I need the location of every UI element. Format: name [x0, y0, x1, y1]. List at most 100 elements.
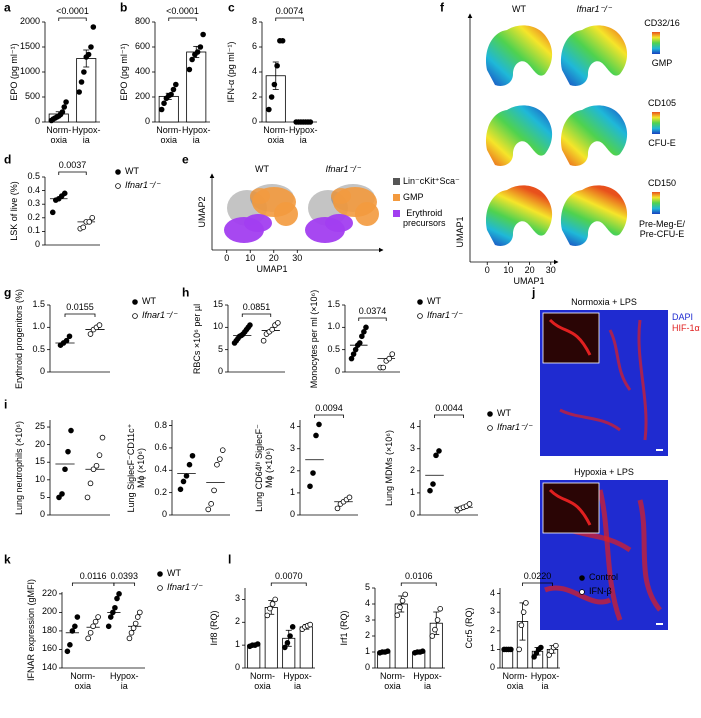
x-tick-label: 20: [524, 265, 535, 276]
y-axis-label: Erythroid progenitors (%): [14, 288, 25, 389]
y-tick-label: 0.1: [27, 225, 40, 236]
data-point: [116, 591, 122, 597]
feature-plot: [560, 185, 628, 246]
marker-name: CD105: [647, 98, 677, 109]
x-tick-label: 0: [224, 253, 230, 264]
y-tick-label: 160: [41, 643, 57, 654]
data-point: [180, 478, 187, 485]
y-tick-label: 180: [41, 624, 57, 635]
data-point: [287, 633, 293, 639]
y-tick-label: 0: [409, 509, 415, 520]
feature-plot: [560, 105, 628, 166]
legend-marker: [132, 313, 138, 319]
data-point: [363, 324, 369, 331]
y-axis-label: LSK of live (%): [9, 181, 20, 241]
data-point: [90, 24, 97, 30]
p-value: 0.0116: [79, 571, 107, 582]
data-point: [186, 461, 193, 468]
significance-bracket: [241, 313, 272, 317]
data-point: [429, 633, 436, 639]
y-tick-label: 0: [489, 662, 495, 673]
data-point: [90, 623, 96, 630]
data-point: [346, 494, 353, 501]
significance-bracket: [358, 317, 387, 321]
data-point: [419, 648, 426, 654]
data-point: [56, 494, 62, 501]
y-tick-label: 2: [364, 630, 370, 641]
data-point: [130, 625, 137, 631]
significance-bracket: [275, 17, 304, 21]
x-tick-label: Norm- oxia: [502, 671, 528, 691]
data-point: [268, 94, 275, 100]
data-point: [508, 646, 514, 653]
y-tick-label: 4: [489, 587, 495, 598]
y-tick-label: 1.0: [32, 321, 45, 332]
column-title: WT: [512, 4, 526, 15]
feature-plot: [485, 185, 553, 246]
data-point: [267, 605, 273, 612]
legend-marker: [157, 571, 163, 577]
significance-bracket: [270, 582, 307, 586]
legend-marker: [579, 589, 585, 595]
data-point: [316, 421, 322, 428]
y-tick-label: 200: [134, 91, 150, 102]
legend-marker: [579, 575, 585, 581]
y-axis-label: Lung MDMs (×10⁶): [384, 429, 395, 506]
y-tick-label: 15: [34, 456, 45, 467]
legend-label: Ifnar1⁻/⁻: [167, 582, 203, 593]
data-point: [194, 49, 201, 55]
data-point: [64, 648, 71, 655]
y-axis-label: EPO (pg ml⁻¹): [119, 43, 130, 101]
y-tick-label: 1.5: [32, 299, 45, 310]
y-tick-label: 1: [489, 643, 495, 654]
y-tick-label: 4: [289, 420, 295, 431]
legend-marker: [417, 313, 423, 319]
data-point: [247, 322, 253, 328]
data-point: [269, 601, 276, 607]
bar: [186, 51, 207, 123]
legend-label: Control: [589, 572, 619, 583]
panel-letter: i: [4, 397, 8, 412]
p-value: 0.0070: [274, 571, 303, 582]
data-point: [284, 640, 291, 646]
legend-label: WT: [167, 568, 181, 579]
data-point: [61, 104, 68, 110]
y-tick-label: 2: [289, 464, 295, 475]
y-tick-label: 0: [251, 116, 257, 127]
signal: [637, 319, 648, 441]
y-tick-label: 0.4: [27, 184, 40, 195]
x-tick-label: 30: [292, 253, 303, 264]
data-point: [87, 480, 94, 487]
x-tick-label: Norm- oxia: [380, 671, 405, 691]
data-point: [61, 190, 68, 197]
data-point: [399, 597, 406, 604]
y-axis-label: Lung SiglecF⁻CD11c⁺ Mϕ (×10⁶): [126, 423, 146, 512]
data-point: [436, 448, 442, 454]
p-value: 0.0044: [435, 403, 463, 414]
signal: [637, 499, 662, 612]
panel-letter: k: [4, 552, 11, 567]
data-point: [350, 351, 357, 357]
marker-name: CD150: [647, 178, 677, 189]
x-tick-label: 10: [245, 253, 256, 264]
data-point: [62, 466, 68, 473]
y-axis-label: Ccr5 (RQ): [464, 607, 475, 649]
data-point: [59, 491, 65, 497]
x-tick-label: Hypox- ia: [181, 125, 211, 145]
y-tick-label: 0: [39, 509, 45, 520]
data-point: [516, 646, 522, 653]
bar: [299, 626, 313, 669]
y-tick-label: 5: [39, 491, 45, 502]
data-point: [63, 337, 70, 344]
data-point: [87, 331, 94, 337]
y-tick-label: 15: [212, 299, 223, 310]
x-axis-label: UMAP1: [513, 276, 545, 287]
legend-marker: [115, 169, 121, 175]
y-tick-label: 400: [134, 66, 150, 77]
data-point: [92, 618, 99, 625]
cluster: [355, 202, 379, 226]
panel-letter: a: [4, 0, 11, 15]
y-tick-label: 3: [409, 442, 415, 453]
cluster: [274, 202, 298, 226]
data-point: [78, 79, 85, 85]
